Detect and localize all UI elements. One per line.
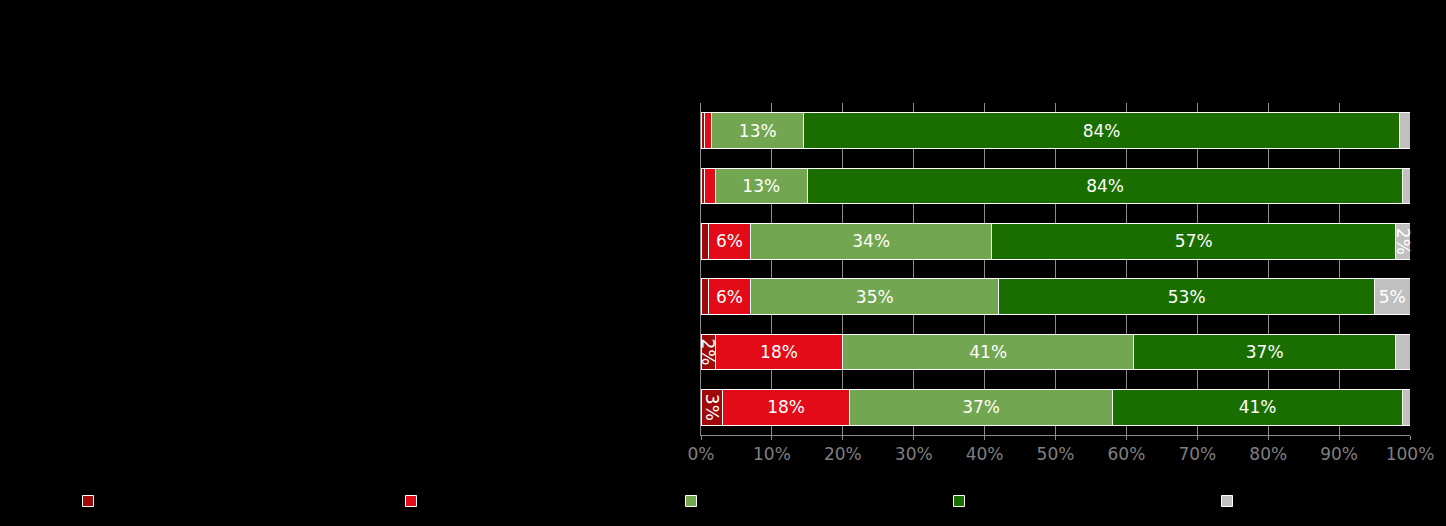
svg-text:13%: 13%: [742, 176, 780, 196]
svg-text:41%: 41%: [969, 342, 1007, 362]
svg-text:34%: 34%: [852, 231, 890, 251]
svg-text:35%: 35%: [856, 287, 894, 307]
svg-text:18%: 18%: [760, 342, 798, 362]
svg-text:84%: 84%: [1086, 176, 1124, 196]
svg-text:30%: 30%: [895, 444, 933, 464]
svg-text:60%: 60%: [1108, 444, 1146, 464]
svg-text:53%: 53%: [1168, 287, 1206, 307]
svg-text:18%: 18%: [767, 397, 805, 417]
svg-text:10%: 10%: [753, 444, 791, 464]
svg-text:50%: 50%: [1037, 444, 1075, 464]
svg-text:100%: 100%: [1386, 444, 1435, 464]
svg-text:2%: 2%: [1393, 228, 1413, 255]
svg-text:90%: 90%: [1320, 444, 1358, 464]
svg-text:84%: 84%: [1083, 121, 1121, 141]
svg-text:57%: 57%: [1175, 231, 1213, 251]
svg-text:70%: 70%: [1178, 444, 1216, 464]
svg-text:41%: 41%: [1239, 397, 1277, 417]
svg-text:6%: 6%: [716, 231, 743, 251]
svg-text:5%: 5%: [1379, 287, 1406, 307]
svg-text:37%: 37%: [962, 397, 1000, 417]
svg-text:0%: 0%: [688, 444, 715, 464]
svg-text:2%: 2%: [698, 339, 718, 366]
svg-text:37%: 37%: [1246, 342, 1284, 362]
svg-text:80%: 80%: [1249, 444, 1287, 464]
svg-text:40%: 40%: [966, 444, 1004, 464]
svg-text:13%: 13%: [739, 121, 777, 141]
svg-text:6%: 6%: [716, 287, 743, 307]
svg-text:20%: 20%: [824, 444, 862, 464]
svg-text:3%: 3%: [702, 394, 722, 421]
